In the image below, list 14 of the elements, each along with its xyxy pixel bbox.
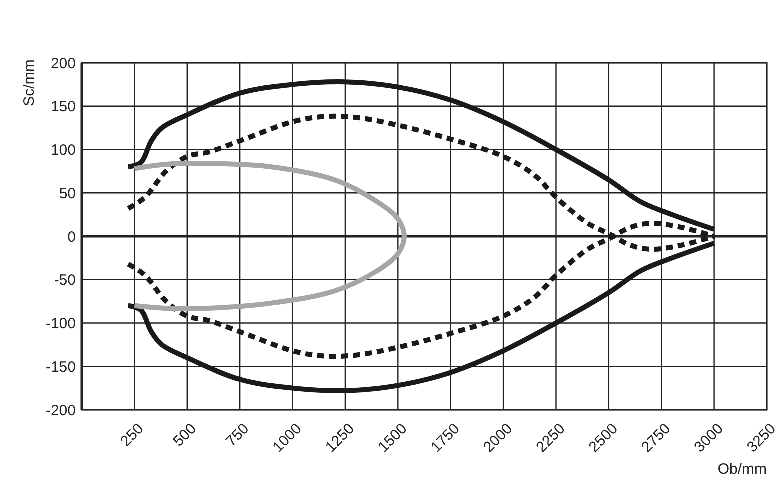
x-tick-label: 250 xyxy=(118,420,148,450)
x-tick-label: 750 xyxy=(222,420,253,450)
y-tick-label: -150 xyxy=(46,358,76,376)
y-tick-label: -50 xyxy=(54,272,76,290)
y-tick-label: 100 xyxy=(50,142,76,159)
y-tick-label: 150 xyxy=(50,98,76,116)
y-tick-label: -100 xyxy=(46,316,76,332)
y-tick-label: 0 xyxy=(68,228,76,246)
y-axis-title: Sc/mm xyxy=(21,60,38,106)
y-tick-label: 200 xyxy=(50,55,76,72)
y-tick-label: -200 xyxy=(46,402,76,420)
x-tick-label: 500 xyxy=(170,420,200,450)
y-tick-label: 50 xyxy=(59,185,76,202)
x-axis-title: Ob/mm xyxy=(718,461,767,478)
